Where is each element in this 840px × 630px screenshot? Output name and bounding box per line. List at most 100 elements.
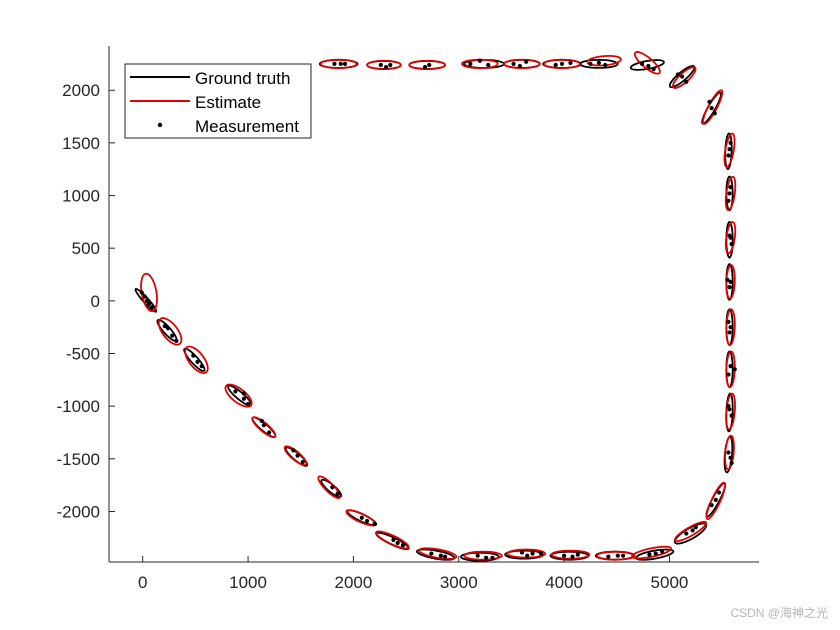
x-tick-label: 3000 xyxy=(440,573,478,592)
estimate-ellipse xyxy=(251,416,277,439)
measurement-point xyxy=(525,553,530,558)
tick-labels: 0 1000 2000 3000 4000 5000-2000-1500-1000-500… xyxy=(57,81,689,592)
x-tick-label: 0 xyxy=(138,573,147,592)
measurement-point xyxy=(330,485,335,490)
measurement-point xyxy=(727,407,732,412)
measurement-point xyxy=(511,61,516,67)
y-tick-label: 0 xyxy=(91,292,100,311)
measurement-point xyxy=(729,413,734,418)
measurement-point xyxy=(517,63,522,69)
measurement-point xyxy=(378,62,383,68)
x-tick-label: 1000 xyxy=(229,573,267,592)
measurement-point xyxy=(684,531,689,536)
estimate-ellipse xyxy=(724,434,735,471)
y-tick-label: -500 xyxy=(66,344,100,363)
measurement-point xyxy=(621,553,626,558)
estimate-ellipse xyxy=(418,547,458,560)
measurement-point xyxy=(588,61,593,67)
measurement-point xyxy=(139,290,144,295)
y-tick-label: 1000 xyxy=(62,187,100,206)
ground-truth-ellipse xyxy=(459,551,500,562)
ground-truth-ellipse xyxy=(673,522,708,545)
y-tick-label: -2000 xyxy=(57,502,100,521)
measurement-point xyxy=(726,404,731,409)
estimate-ellipse xyxy=(157,317,183,346)
measurement-point xyxy=(338,61,343,67)
estimate-ellipse xyxy=(319,58,358,70)
measurement-point xyxy=(146,301,152,307)
measurement-point xyxy=(365,518,370,524)
y-tick-label: -1500 xyxy=(57,450,100,469)
measurement-point xyxy=(728,185,733,190)
measurement-point xyxy=(603,62,608,68)
estimate-ellipse xyxy=(184,345,209,374)
y-tick-label: 2000 xyxy=(62,81,100,100)
estimate-ellipse xyxy=(724,175,737,212)
measurement-point xyxy=(726,372,731,377)
measurement-point xyxy=(659,549,665,554)
estimate-ellipse xyxy=(283,445,308,466)
measurement-point xyxy=(442,554,448,559)
measurement-point xyxy=(233,389,238,394)
estimate-ellipse xyxy=(543,58,581,70)
estimate-ellipse xyxy=(463,550,503,561)
measurement-point xyxy=(570,554,575,559)
measurement-point xyxy=(709,106,714,111)
measurement-point xyxy=(728,279,733,284)
measurement-point xyxy=(300,459,305,465)
measurement-point xyxy=(653,551,658,556)
estimate-ellipse xyxy=(503,58,541,70)
measurement-point xyxy=(729,241,734,247)
legend: Ground truth Estimate Measurement xyxy=(124,63,312,139)
y-tick-label: 1500 xyxy=(62,134,100,153)
measurement-point xyxy=(332,61,337,67)
measurement-point xyxy=(519,550,525,555)
legend-estimate-label: Estimate xyxy=(195,93,261,112)
measurement-point xyxy=(726,319,731,325)
y-tick-label: 500 xyxy=(72,239,100,258)
measurement-point xyxy=(693,525,698,530)
x-tick-label: 2000 xyxy=(334,573,372,592)
estimate-ellipse xyxy=(725,308,736,346)
estimate-ellipse xyxy=(375,530,410,550)
measurement-point xyxy=(261,423,266,428)
measurement-point xyxy=(438,553,443,558)
measurement-point xyxy=(383,64,389,70)
x-tick-label: 5000 xyxy=(651,573,689,592)
measurement-point xyxy=(475,553,480,558)
measurement-point xyxy=(427,62,432,68)
measurement-point xyxy=(291,448,296,453)
measurement-point xyxy=(727,147,732,152)
estimate-ellipse xyxy=(673,520,708,543)
measurement-point xyxy=(684,79,689,84)
measurement-point xyxy=(559,61,565,67)
estimate-ellipse xyxy=(631,545,673,560)
estimate-ellipse xyxy=(702,89,724,125)
estimate-ellipse xyxy=(408,59,446,71)
y-tick-label: -1000 xyxy=(57,397,100,416)
measurement-point xyxy=(144,298,150,303)
measurement-point xyxy=(712,111,717,116)
measurement-point xyxy=(484,555,489,560)
measurement-point xyxy=(388,62,393,68)
ground-truth-ellipse xyxy=(183,347,206,372)
measurement-point xyxy=(191,353,196,358)
measurement-point xyxy=(400,543,406,548)
estimate-ellipse xyxy=(633,51,661,75)
ground-truth-ellipse xyxy=(251,416,277,438)
plot-area xyxy=(134,51,737,562)
measurement-point xyxy=(615,553,620,558)
measurement-point xyxy=(342,61,348,67)
measurement-point xyxy=(174,338,179,343)
estimate-ellipse xyxy=(595,550,636,561)
measurement-point xyxy=(241,391,246,396)
measurement-point xyxy=(709,503,714,508)
measurement-point xyxy=(170,333,175,338)
measurement-point xyxy=(553,62,558,68)
measurement-point xyxy=(359,515,364,520)
measurement-point xyxy=(245,401,251,407)
measurement-point xyxy=(575,552,580,557)
measurement-point xyxy=(727,233,732,238)
measurement-point xyxy=(267,430,272,435)
